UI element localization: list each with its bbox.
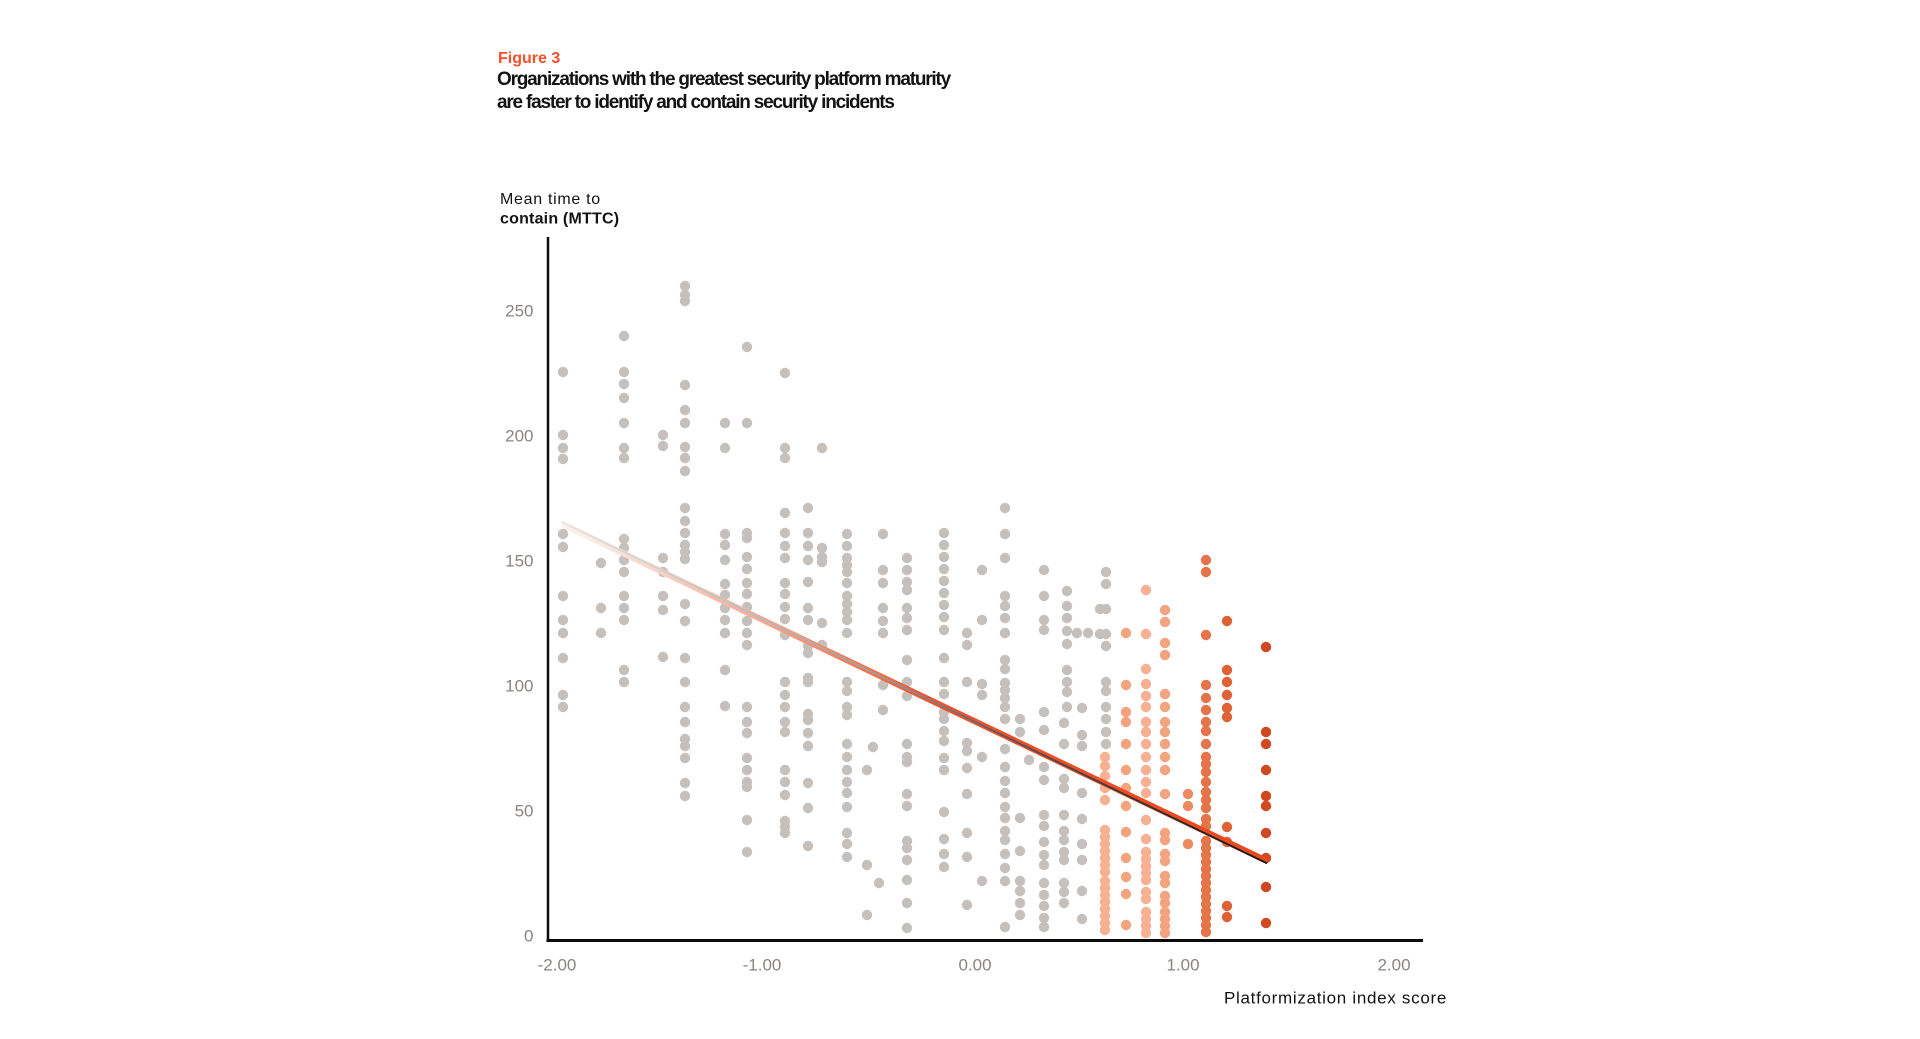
svg-text:50: 50 <box>515 802 534 821</box>
svg-text:150: 150 <box>505 552 533 571</box>
svg-text:2.00: 2.00 <box>1377 956 1410 975</box>
svg-text:Platformization index score: Platformization index score <box>1224 989 1447 1008</box>
svg-text:1.00: 1.00 <box>1166 956 1199 975</box>
svg-text:-1.00: -1.00 <box>743 956 782 975</box>
svg-text:-2.00: -2.00 <box>538 956 577 975</box>
svg-text:are faster to identify and con: are faster to identify and contain secur… <box>497 92 894 113</box>
svg-text:100: 100 <box>505 677 533 696</box>
svg-text:Organizations with the greates: Organizations with the greatest security… <box>497 69 952 90</box>
svg-text:0.00: 0.00 <box>958 956 991 975</box>
svg-text:250: 250 <box>505 302 533 321</box>
svg-text:Mean time to: Mean time to <box>500 191 601 208</box>
svg-text:contain (MTTC): contain (MTTC) <box>500 211 619 228</box>
svg-text:0: 0 <box>524 927 533 946</box>
svg-text:Figure 3: Figure 3 <box>498 50 560 67</box>
svg-text:200: 200 <box>505 427 533 446</box>
